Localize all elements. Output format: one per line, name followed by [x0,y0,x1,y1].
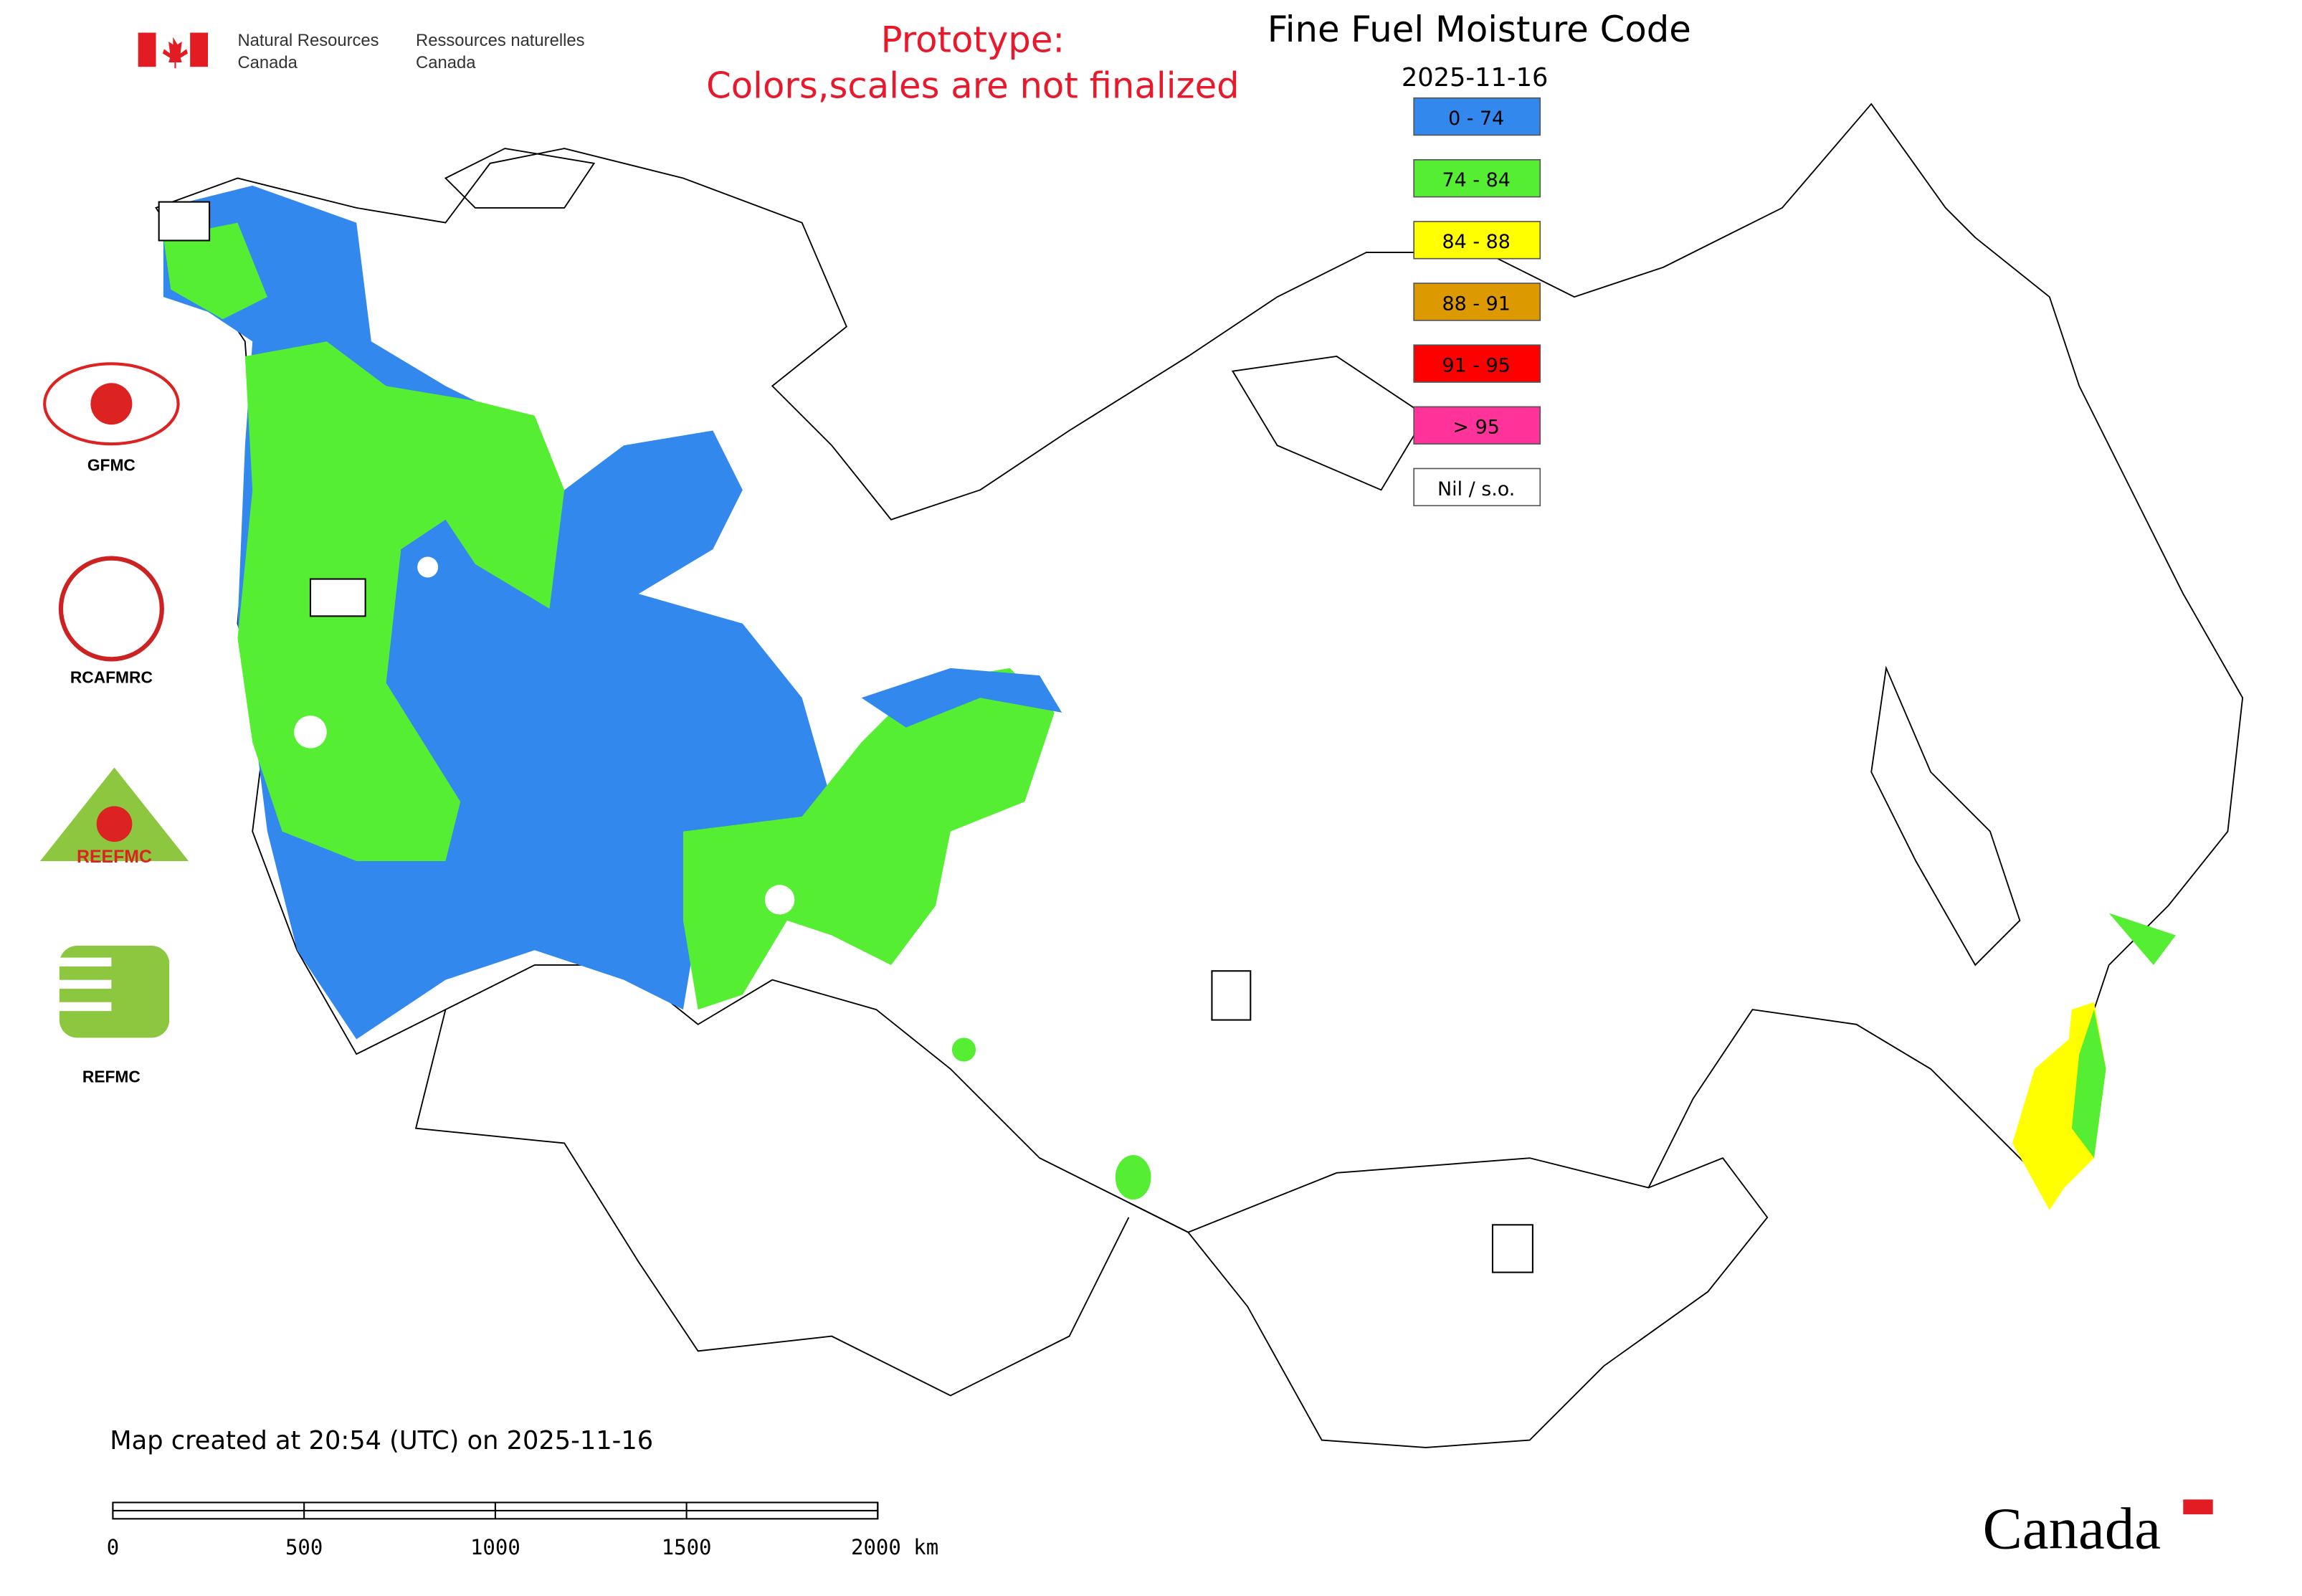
legend-swatch [1413,282,1541,321]
legend-label: 91 - 95 [1442,355,1511,377]
map-badges [158,201,1533,1273]
legend: 0 - 74 74 - 84 84 - 88 88 - 91 91 - 95 > 95 Ni… [1413,97,1541,507]
scale-bar: 0 500 1000 1500 2000 km [107,1501,938,1559]
legend-swatch [1413,344,1541,383]
legend-swatch [1413,406,1541,445]
map-title: Fine Fuel Moisture Code [1267,9,1691,50]
logo-label: REFMC [82,1068,141,1086]
scale-label: 500 [285,1535,323,1559]
agency-en: Canada [237,53,298,72]
logo-label: GFMC [87,455,135,474]
scale-label: 0 [107,1535,119,1559]
agency-fr: Ressources naturelles [416,31,585,50]
legend-label: Nil / s.o. [1437,478,1515,500]
scale-label: 2000 km [851,1535,938,1559]
notice: Colors,scales are not finalized [706,65,1240,107]
legend-label: > 95 [1453,417,1500,439]
legend-label: 84 - 88 [1442,231,1511,253]
scale-label: 1500 [662,1535,712,1559]
created-note: Map created at 20:54 (UTC) on 2025-11-16 [110,1426,653,1455]
legend-swatch [1413,221,1541,260]
scale-label: 1000 [470,1535,520,1559]
logos [39,362,189,1038]
map-date: 2025-11-16 [1402,63,1549,92]
wordmark-flag [2183,1499,2213,1515]
logo-label: REEFMC [77,847,152,867]
agency-fr: Canada [416,53,476,72]
legend-label: 88 - 91 [1442,293,1511,315]
logo-label: RCAFMRC [70,668,153,687]
legend-swatch [1413,467,1541,507]
wordmark: Canada [1983,1496,2161,1562]
legend-swatch [1413,97,1541,136]
legend-label: 74 - 84 [1442,169,1511,191]
legend-swatch [1413,158,1541,198]
agency-en: Natural Resources [237,31,379,50]
moisture-fields [163,185,2176,1210]
notice: Prototype: [881,19,1065,60]
flag [138,32,209,69]
legend-label: 0 - 74 [1448,108,1504,130]
